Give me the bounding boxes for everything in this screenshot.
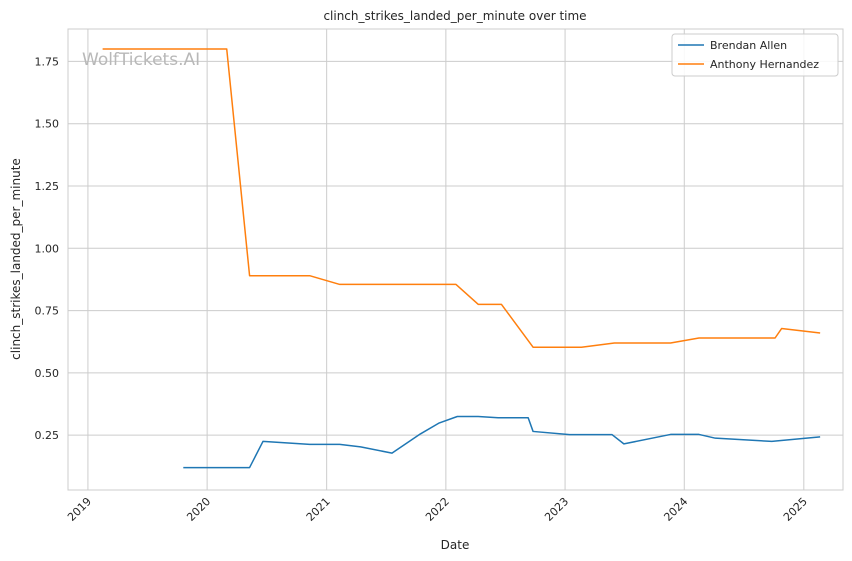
plot-frame [67, 28, 844, 491]
grid [68, 29, 843, 490]
legend-box [671, 33, 839, 77]
y-tick-label: 1.50 [35, 118, 60, 131]
x-tick-labels: 2019 2020 2021 2022 2023 2024 2025 [65, 495, 810, 524]
x-tick-label: 2022 [423, 495, 452, 524]
y-tick-labels: 0.25 0.50 0.75 1.00 1.25 1.50 1.75 [35, 55, 60, 442]
y-axis-label: clinch_strikes_landed_per_minute [9, 158, 23, 360]
legend-label-brendan-allen: Brendan Allen [710, 39, 787, 52]
y-tick-label: 1.75 [35, 55, 60, 68]
x-tick-label: 2025 [781, 495, 810, 524]
chart-title: clinch_strikes_landed_per_minute over ti… [323, 9, 586, 23]
series-line-brendan-allen [183, 415, 821, 469]
y-tick-label: 1.00 [35, 242, 60, 255]
series-layer [102, 48, 821, 469]
watermark: WolfTickets.AI [82, 50, 200, 70]
y-tick-label: 0.25 [35, 429, 60, 442]
legend: Brendan Allen Anthony Hernandez [671, 33, 839, 77]
legend-label-anthony-hernandez: Anthony Hernandez [710, 58, 819, 71]
series-line-anthony-hernandez [102, 48, 821, 348]
x-tick-label: 2024 [661, 495, 690, 524]
x-tick-label: 2020 [184, 495, 213, 524]
y-tick-label: 1.25 [35, 180, 60, 193]
y-tick-label: 0.50 [35, 367, 60, 380]
x-tick-label: 2023 [542, 495, 571, 524]
y-tick-label: 0.75 [35, 305, 60, 318]
x-tick-label: 2021 [304, 495, 333, 524]
x-axis-label: Date [441, 538, 470, 552]
x-tick-label: 2019 [65, 495, 94, 524]
